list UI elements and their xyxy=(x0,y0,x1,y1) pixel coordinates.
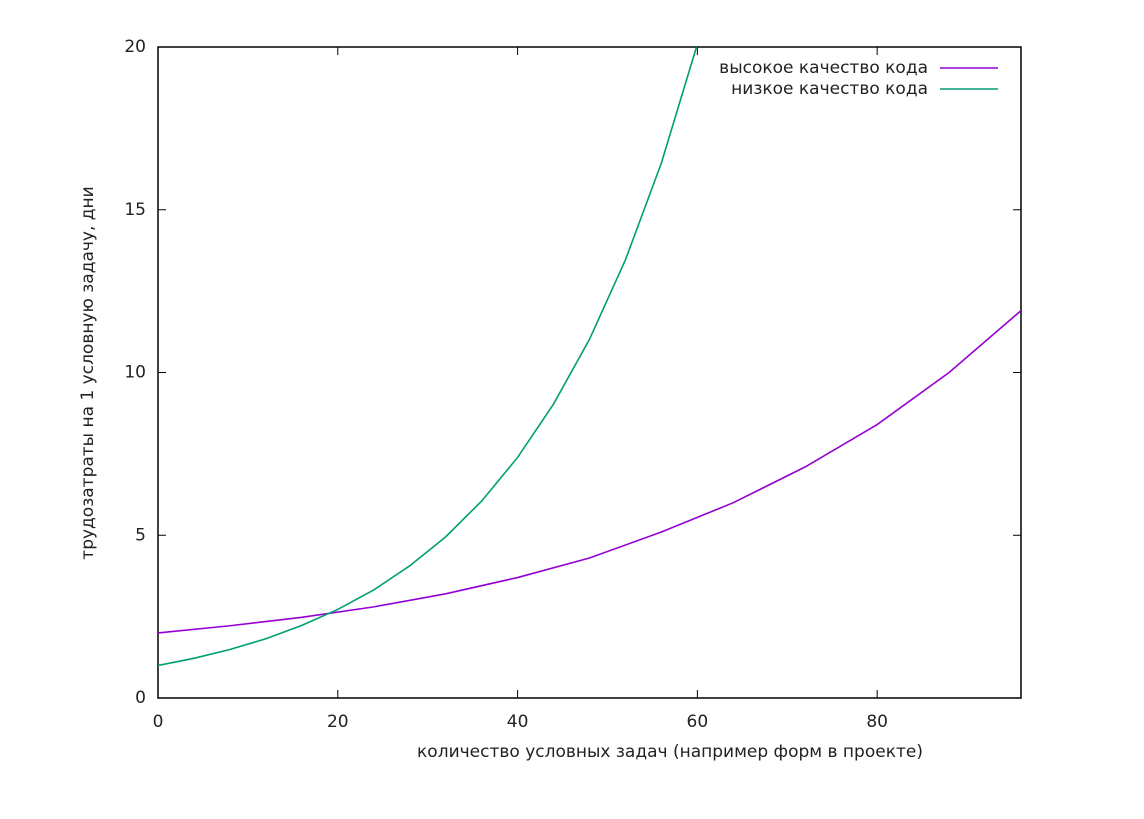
legend-label: низкое качество кода xyxy=(731,79,928,99)
x-tick-label: 20 xyxy=(327,712,349,732)
y-tick-label: 20 xyxy=(124,37,146,57)
x-tick-label: 0 xyxy=(153,712,164,732)
series-line xyxy=(158,310,1021,634)
y-tick-label: 15 xyxy=(124,200,146,220)
x-tick-label: 60 xyxy=(687,712,709,732)
x-tick-label: 80 xyxy=(866,712,888,732)
y-tick-label: 5 xyxy=(135,525,146,545)
legend-label: высокое качество кода xyxy=(719,58,928,78)
y-tick-label: 0 xyxy=(135,688,146,708)
x-axis-label: количество условных задач (например форм… xyxy=(417,742,923,762)
series-line xyxy=(158,47,698,667)
y-axis-label: трудозатраты на 1 условную задачу, дни xyxy=(78,186,98,559)
y-tick-label: 10 xyxy=(124,363,146,383)
x-tick-label: 40 xyxy=(507,712,529,732)
plot-frame xyxy=(157,46,1022,699)
